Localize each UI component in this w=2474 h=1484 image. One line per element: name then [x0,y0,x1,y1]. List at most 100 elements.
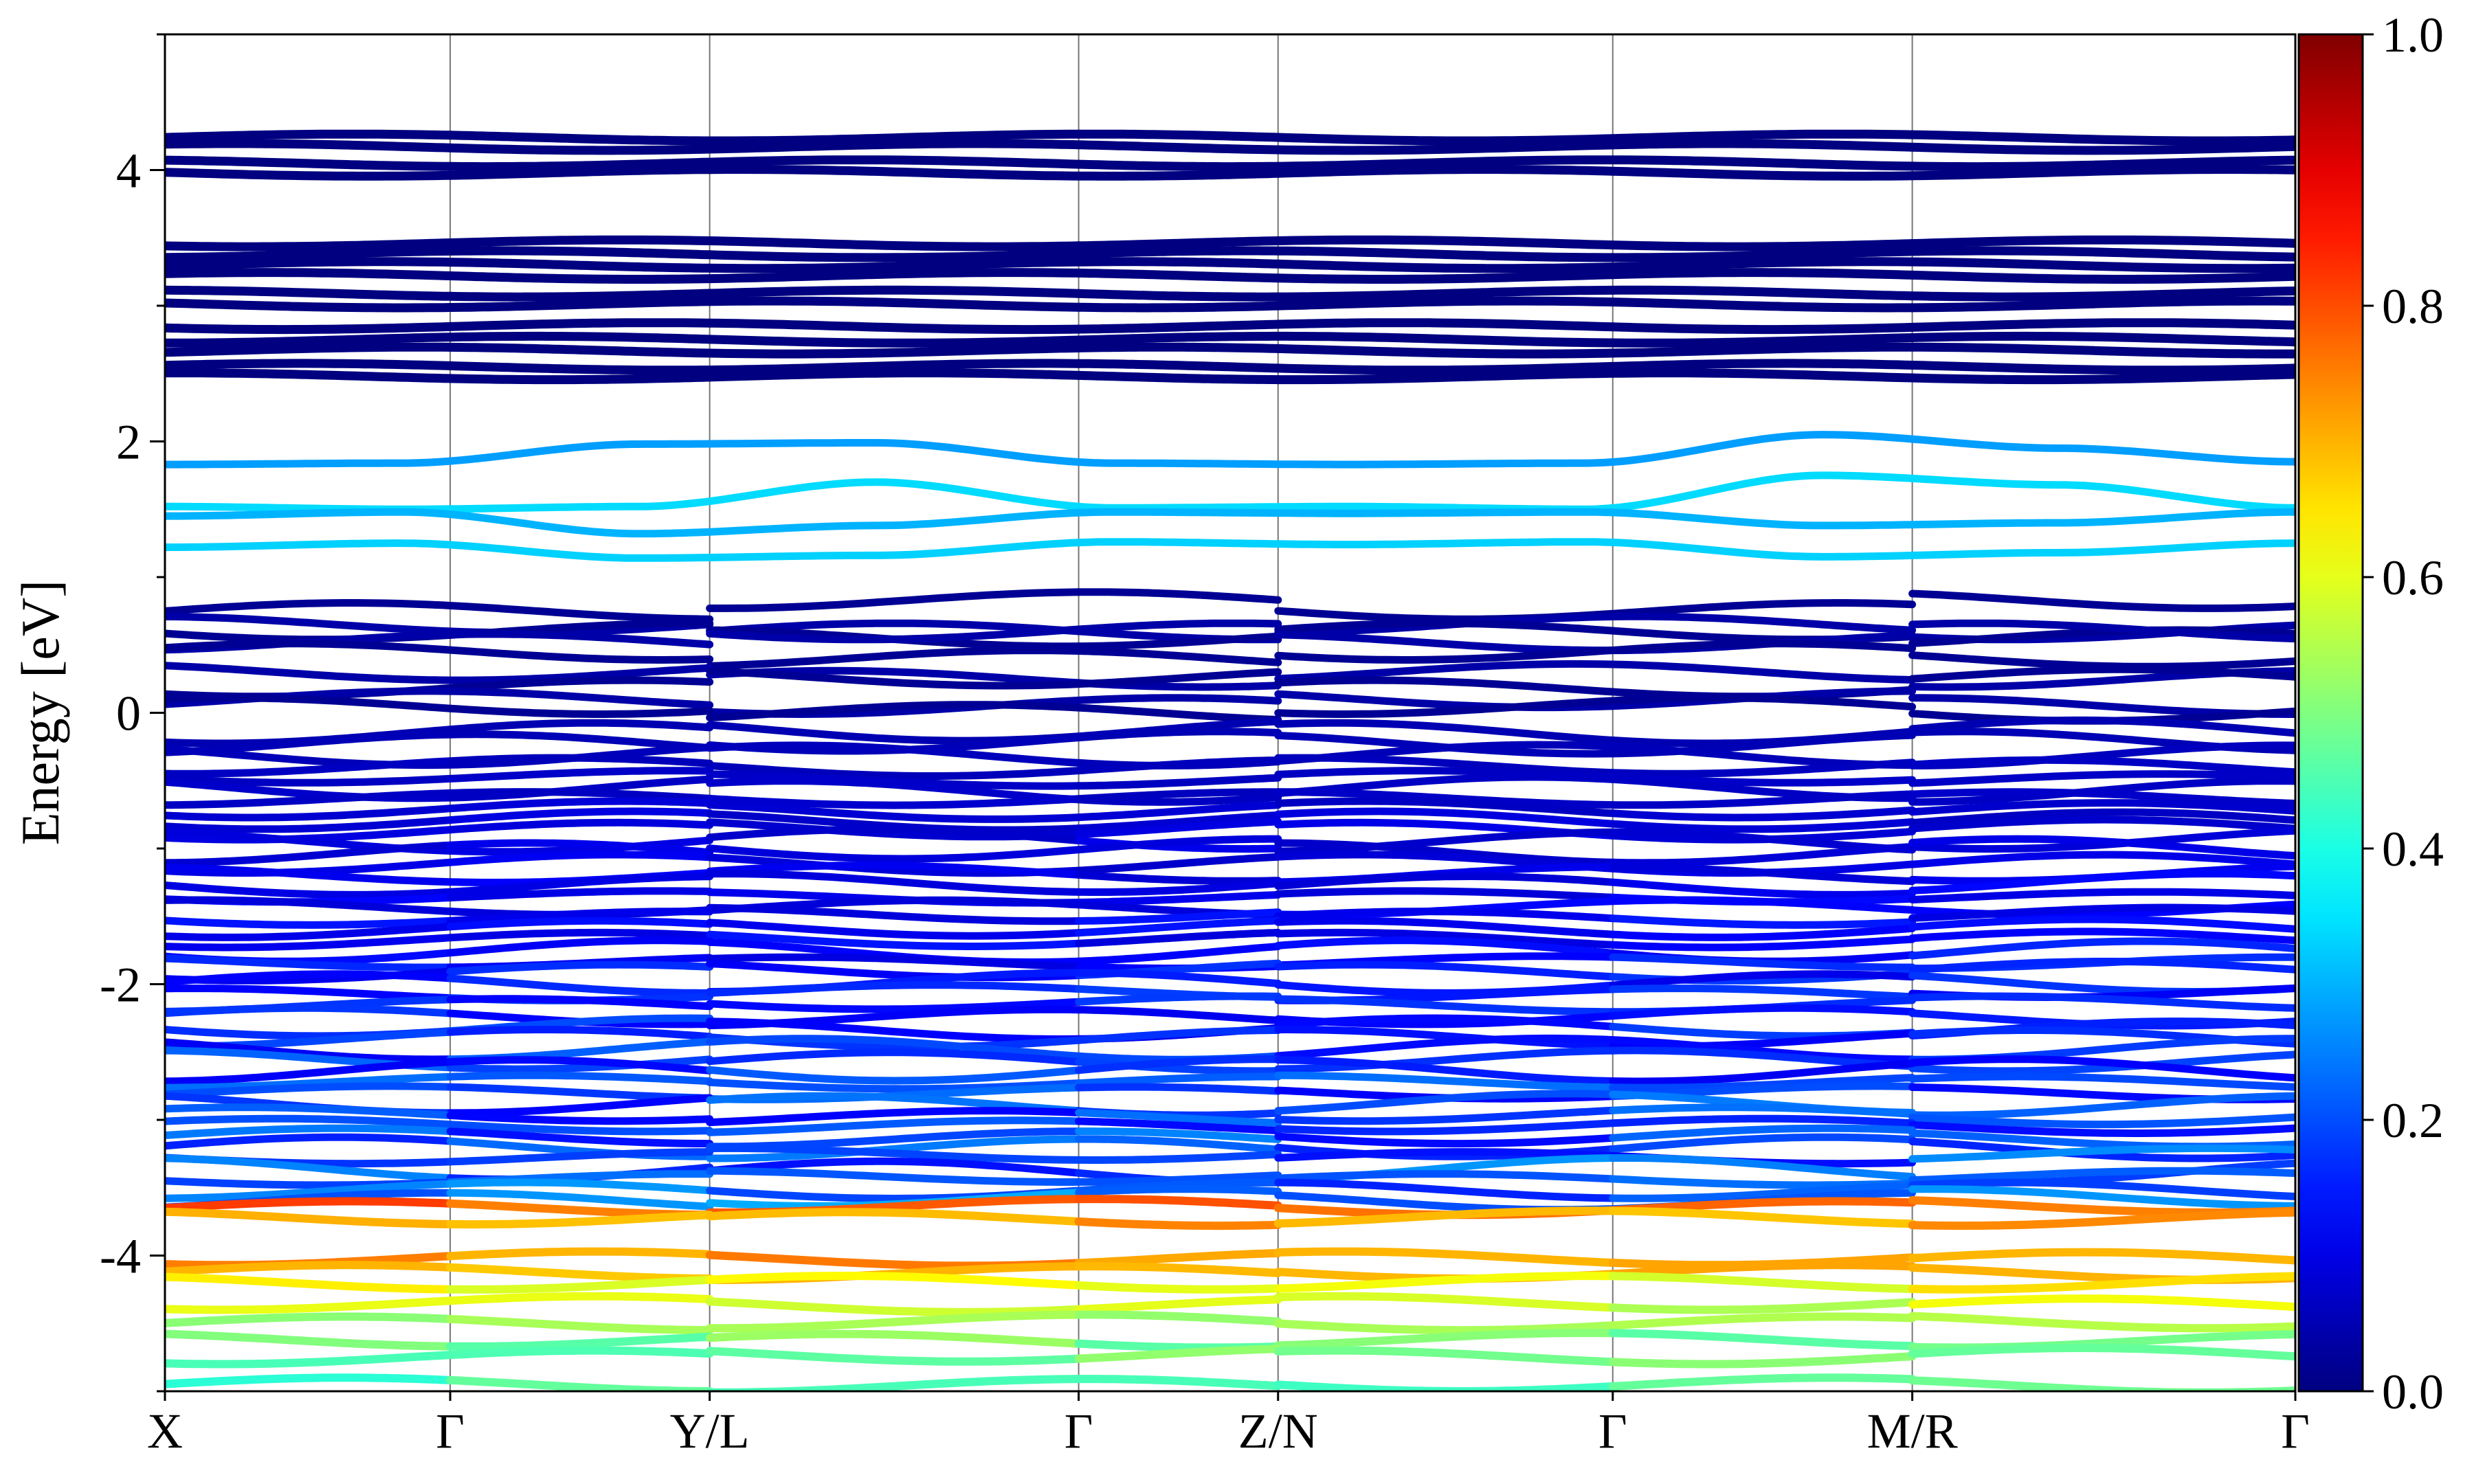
band-valence-top [446,602,714,623]
band-valence [446,1112,714,1125]
band-deep [446,1263,714,1283]
band-valence-top [165,694,454,712]
band-valence [1075,1185,1282,1196]
band-gap [1609,431,1917,466]
band-valence [1908,1167,2295,1184]
band-flat [705,268,1084,284]
band-valence [1274,1014,1617,1031]
band-valence [1908,1178,2295,1200]
band-valence [1075,890,1282,906]
band-deep [1074,1295,1282,1314]
y-axis: -4 -2 0 2 4 [100,33,165,1393]
band-valence-top [706,588,1083,612]
band-valence [165,1114,454,1129]
band-flat [705,343,1084,359]
band-flat [445,235,715,247]
band-deep [705,1208,1083,1226]
band-flat [705,155,1084,169]
band-valence [165,1072,454,1092]
band-valence [1609,896,1917,914]
band-flat [1074,129,1283,142]
band-valence [446,1189,714,1211]
band-valence [165,1133,454,1150]
band-deep [165,1351,455,1369]
band-valence-top [446,630,714,649]
band-flat [1273,318,1618,332]
band-flat [1908,165,2295,181]
band-deep [1908,1312,2295,1333]
band-valence [1274,797,1617,818]
band-flat [165,298,455,313]
band-valence [1609,1133,1917,1153]
colorbar: 0.0 0.2 0.4 0.6 0.8 1.0 [2297,8,2444,1419]
band-valence [1274,908,1617,923]
band-valence-top [1609,640,1917,654]
band-deep [1608,1197,1917,1215]
band-valence [1274,1090,1617,1115]
band-valence [1274,917,1617,938]
band-gap [1908,474,2295,512]
y-tick-label: 0 [116,686,141,741]
band-valence-top [165,612,454,636]
band-valence [1908,1144,2295,1163]
band-flat [1273,155,1618,171]
band-valence [446,797,714,813]
band-deep [705,1347,1083,1366]
band-flat [1074,370,1283,385]
band-valence [1609,1103,1917,1118]
band-flat [705,139,1084,154]
band-flat [1908,130,2295,146]
band-flat [165,359,455,370]
band-valence [706,861,1083,879]
band-valence [706,1048,1083,1066]
band-valence [1075,835,1282,854]
band-flat [445,342,715,358]
band-flat [1074,301,1283,313]
band-valence [1908,928,2295,945]
band-valence [706,801,1083,823]
band-valence-top [165,640,454,654]
band-flat [705,129,1084,146]
band-deep [446,1332,714,1351]
band-valence [706,794,1083,809]
band-valence [165,1082,454,1099]
band-valence [706,1092,1083,1115]
band-valence [1075,1135,1282,1154]
band-flat [1074,342,1283,353]
band-valence [1908,1113,2295,1129]
band-valence [1075,1127,1282,1143]
band-flat [445,157,715,172]
band-valence [1908,816,2295,833]
band-valence [165,881,454,899]
y-tick-label: 4 [116,144,141,199]
band-deep [1608,1206,1917,1228]
band-valence [1075,1109,1282,1127]
band-valence-top [165,599,454,615]
band-flat [705,318,1084,335]
band-deep [1273,1272,1617,1293]
band-valence [1609,806,1917,822]
band-valence [1274,1106,1617,1125]
band-flat [1273,331,1618,348]
band-valence [1908,835,2295,860]
band-flat [1608,285,1917,301]
band-flat [165,333,455,348]
band-gap [446,510,714,538]
band-flat [165,139,455,153]
band-valence [1609,1114,1917,1127]
band-valence [1609,790,1917,809]
band-flat [165,268,455,280]
band-valence-top [706,619,1083,636]
band-valence-top [446,664,714,684]
band-deep [1908,1248,2295,1265]
band-valence-top [1908,626,2295,647]
band-flat [165,322,455,335]
band-gap [1274,538,1617,549]
band-valence [1274,839,1617,866]
band-flat [1273,270,1618,284]
band-valence [706,930,1083,950]
band-gap [1075,458,1282,469]
band-valence [706,1157,1083,1177]
band-deep [1273,1292,1617,1312]
